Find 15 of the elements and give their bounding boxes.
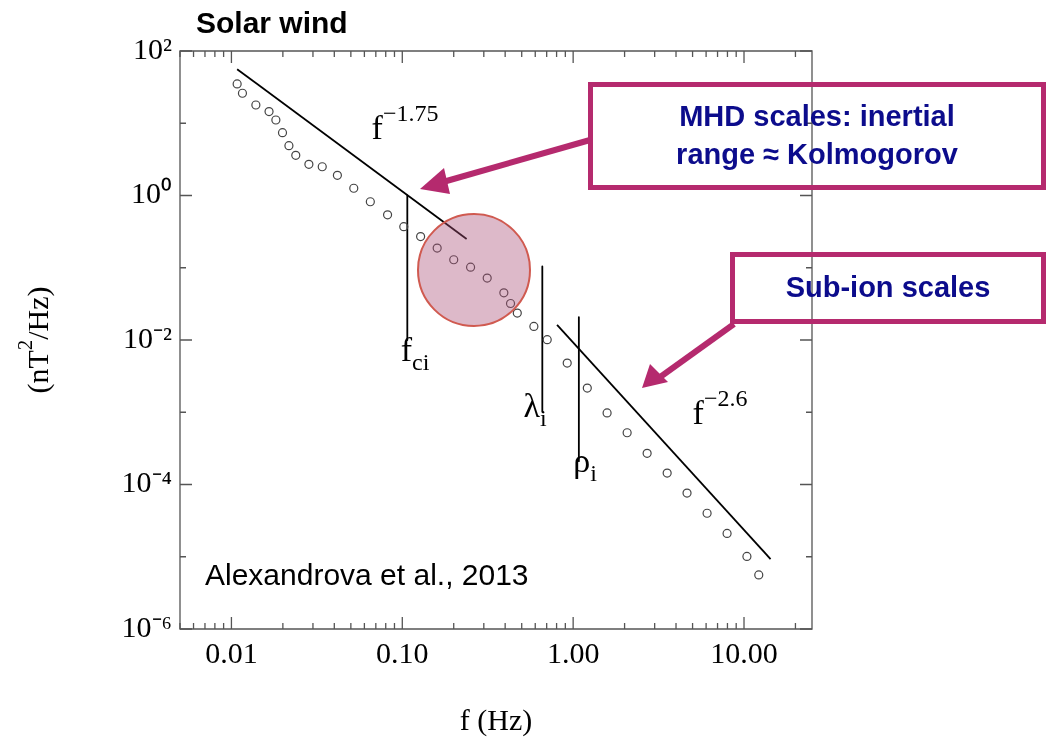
y-tick-label: 10⁻⁴ (121, 465, 172, 499)
x-tick-label: 0.01 (205, 635, 258, 669)
chart-title: Solar wind (196, 6, 348, 40)
y-tick-label: 10⁰ (131, 176, 172, 210)
annotation: Alexandrova et al., 2013 (205, 558, 529, 592)
x-tick-label: 10.00 (710, 635, 778, 669)
y-tick-label: 10⁻² (123, 320, 172, 354)
x-axis-title: f (Hz) (459, 702, 533, 737)
x-tick-label: 1.00 (546, 635, 600, 669)
y-axis-title: (nT2/Hz) (13, 286, 55, 394)
y-tick-label: 10⁻⁶ (121, 609, 172, 643)
annotation: MHD scales: inertial range ≈ Kolmogorov (588, 82, 1046, 190)
y-tick-label: 10² (133, 31, 172, 65)
annotation: Sub-ion scales (730, 252, 1046, 324)
x-tick-label: 0.10 (376, 635, 429, 669)
